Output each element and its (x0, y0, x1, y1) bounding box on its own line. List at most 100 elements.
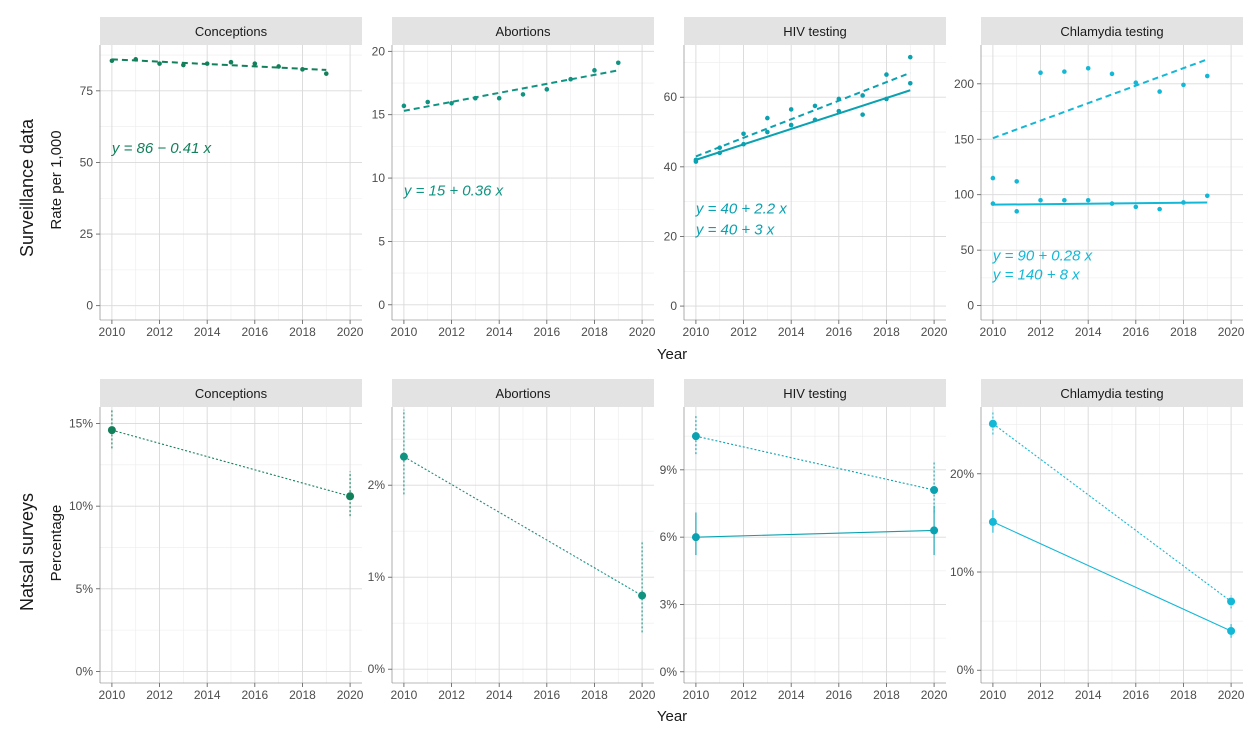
x-tick-label: 2010 (683, 325, 710, 339)
connecting-line (695, 529, 935, 538)
x-tick-label: 2010 (980, 688, 1007, 702)
data-point (425, 99, 431, 105)
data-point (1038, 197, 1043, 203)
facet-strip (100, 17, 362, 45)
data-point (1227, 626, 1236, 635)
y-tick-label: 0 (86, 299, 93, 313)
data-point (691, 432, 700, 441)
x-tick-label: 2012 (438, 688, 465, 702)
trend-line (695, 89, 911, 161)
y-tick-label: 60 (664, 90, 678, 104)
x-tick-label: 2020 (921, 688, 948, 702)
data-point (544, 87, 550, 92)
x-tick-label: 2014 (778, 688, 805, 702)
facet-strip (981, 379, 1243, 407)
y-tick-label: 40 (664, 160, 678, 174)
data-point (812, 103, 818, 109)
y-tick-label: 5% (76, 582, 94, 596)
x-tick-label: 2018 (1170, 688, 1197, 702)
x-tick-label: 2020 (921, 325, 948, 339)
data-point (788, 107, 794, 112)
series-solid (691, 505, 939, 556)
y-tick-label: 25 (80, 227, 94, 241)
series-dashed (401, 60, 621, 112)
series-dashed (693, 54, 913, 163)
series-dotted (107, 410, 355, 517)
panel-natsal-hiv-testing: HIV testing 2010 2012 2014 2016 2018 2020 0% 3% 6… (660, 379, 948, 702)
data-point (300, 67, 305, 72)
x-tick-label: 2012 (146, 325, 173, 339)
row-label-surveillance: Surveillance data (17, 118, 37, 257)
data-point (1109, 201, 1115, 206)
y-tick-label: 0 (378, 298, 385, 312)
x-tick-label: 2016 (241, 688, 268, 702)
data-point (693, 157, 699, 163)
data-point (401, 103, 407, 109)
connecting-line (111, 429, 351, 497)
connecting-line (992, 521, 1232, 632)
data-point (228, 59, 234, 65)
facet-strip (392, 379, 654, 407)
x-tick-label: 2018 (581, 325, 608, 339)
trend-line (992, 58, 1208, 140)
data-point (592, 68, 597, 73)
x-tick-label: 2016 (1122, 325, 1149, 339)
x-axis-title-bottom: Year (657, 708, 687, 725)
y-axis-title-top: Rate per 1,000 (48, 130, 65, 229)
x-tick-label: 2010 (99, 325, 126, 339)
regression-equation: y = 40 + 3 x (695, 221, 775, 238)
x-tick-label: 2012 (1027, 688, 1054, 702)
x-tick-label: 2016 (1122, 688, 1149, 702)
y-tick-label: 20% (950, 467, 974, 481)
data-point (1109, 71, 1115, 77)
y-tick-label: 15 (372, 108, 386, 122)
data-point (930, 526, 939, 535)
data-point (157, 61, 162, 66)
y-tick-label: 50 (80, 155, 94, 169)
x-tick-label: 2020 (629, 688, 656, 702)
series-solid (988, 510, 1236, 638)
data-point (691, 533, 700, 542)
facet-strip (684, 379, 946, 407)
x-tick-label: 2010 (99, 688, 126, 702)
regression-equation: y = 140 + 8 x (992, 267, 1080, 284)
facet-strip (100, 379, 362, 407)
y-tick-label: 2% (368, 478, 386, 492)
data-point (1038, 70, 1043, 76)
data-point (109, 58, 115, 64)
data-point (1133, 80, 1139, 86)
x-axis-title-top: Year (657, 346, 687, 363)
regression-equation: y = 40 + 2.2 x (695, 201, 787, 218)
x-tick-label: 2018 (289, 325, 316, 339)
y-axis-title-bottom: Percentage (48, 505, 65, 582)
x-tick-label: 2010 (980, 325, 1007, 339)
x-tick-label: 2016 (533, 325, 560, 339)
data-point (717, 150, 723, 156)
x-tick-label: 2020 (1218, 325, 1245, 339)
y-tick-label: 0% (76, 664, 94, 678)
y-tick-label: 10 (372, 171, 386, 185)
y-tick-label: 10% (950, 565, 974, 579)
panel-surveillance-abortions: Abortions 2010 2012 2014 2016 2018 2020 0 5 10 15 2… (372, 17, 656, 339)
data-point (1085, 65, 1091, 71)
data-point (884, 72, 889, 77)
data-point (204, 61, 210, 66)
x-tick-label: 2014 (486, 688, 513, 702)
y-tick-label: 6% (660, 530, 678, 544)
data-point (907, 80, 913, 86)
data-point (812, 117, 818, 123)
data-point (1181, 200, 1186, 205)
x-tick-label: 2018 (289, 688, 316, 702)
data-point (1204, 193, 1210, 199)
panel-natsal-abortions: Abortions 2010 2012 2014 2016 2018 2020 0% 1% 2% (368, 379, 656, 702)
x-tick-label: 2016 (825, 325, 852, 339)
data-point (1181, 82, 1186, 88)
x-tick-label: 2010 (391, 325, 418, 339)
x-tick-label: 2018 (581, 688, 608, 702)
data-point (1157, 206, 1162, 212)
data-point (741, 141, 746, 147)
data-point (399, 452, 408, 461)
y-tick-label: 0% (368, 662, 386, 676)
row-label-natsal: Natsal surveys (17, 493, 37, 611)
